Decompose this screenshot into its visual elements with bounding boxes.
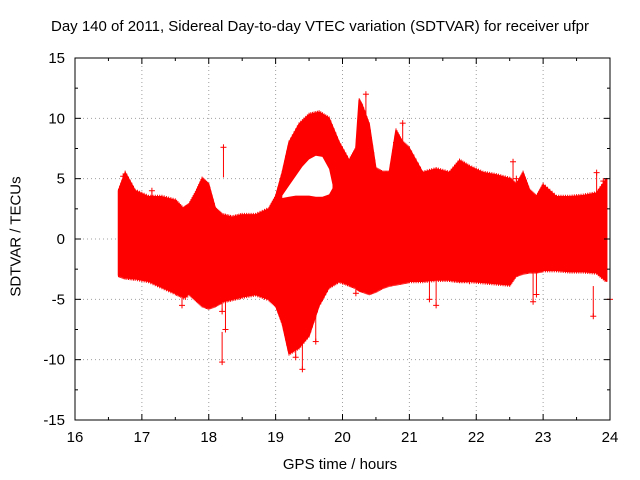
x-axis-label: GPS time / hours <box>282 456 398 473</box>
y-tick-label: 0 <box>57 231 65 248</box>
x-tick-label: 16 <box>67 429 84 446</box>
chart-title: Day 140 of 2011, Sidereal Day-to-day VTE… <box>51 18 589 35</box>
x-tick-label: 18 <box>200 429 217 446</box>
y-tick-label: 10 <box>48 110 65 127</box>
x-tick-label: 19 <box>267 429 284 446</box>
y-tick-label: 5 <box>57 171 65 188</box>
data-layer <box>117 91 613 373</box>
x-tick-label: 23 <box>535 429 552 446</box>
tick-layer: 16 17 18 19 20 21 22 23 24 -15 -10 -5 0 5 10 15 <box>43 50 618 446</box>
x-tick-label: 17 <box>134 429 151 446</box>
y-tick-label: -15 <box>43 412 65 429</box>
x-tick-label: 20 <box>334 429 351 446</box>
x-tick-label: 22 <box>468 429 485 446</box>
data-gap <box>282 155 333 198</box>
x-tick-label: 21 <box>401 429 418 446</box>
y-tick-label: -5 <box>52 291 65 308</box>
x-tick-label: 24 <box>602 429 619 446</box>
y-tick-label: -10 <box>43 352 65 369</box>
y-tick-label: 15 <box>48 50 65 67</box>
